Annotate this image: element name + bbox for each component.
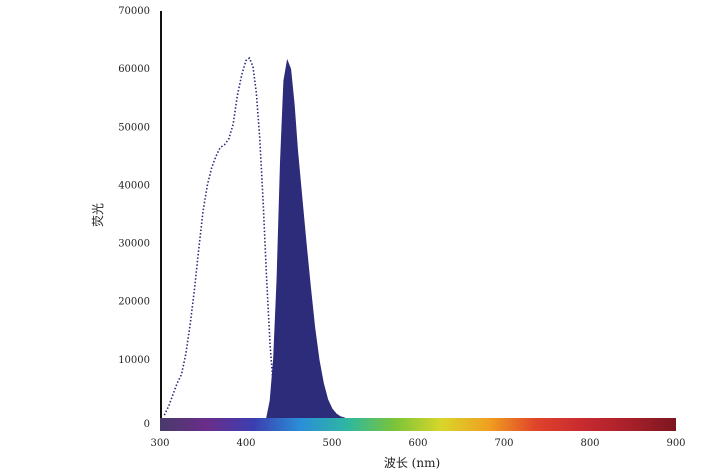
y-axis-label: 荧光 — [91, 203, 105, 227]
y-tick-label: 10000 — [118, 355, 150, 366]
y-tick-label: 40000 — [118, 180, 150, 191]
emission-series-area — [266, 58, 346, 419]
x-tick-label: 900 — [666, 438, 685, 449]
y-tick-label: 0 — [144, 419, 150, 430]
x-tick-label: 500 — [322, 438, 341, 449]
y-tick-label: 30000 — [118, 239, 150, 250]
y-tick-label: 70000 — [118, 6, 150, 17]
x-tick-label: 700 — [494, 438, 513, 449]
spectrum-color-bar — [160, 418, 676, 431]
y-tick-label: 60000 — [118, 64, 150, 75]
y-axis-ticks: 0 10000 20000 30000 40000 50000 60000 70000 — [118, 6, 150, 430]
x-axis-label: 波长 (nm) — [384, 456, 440, 470]
excitation-series-line — [163, 56, 285, 419]
y-tick-label: 20000 — [118, 297, 150, 308]
x-tick-label: 300 — [150, 438, 169, 449]
x-tick-label: 600 — [408, 438, 427, 449]
plot-area — [163, 56, 346, 419]
x-axis-ticks: 300 400 500 600 700 800 900 — [150, 438, 685, 449]
y-tick-label: 50000 — [118, 122, 150, 133]
x-tick-label: 800 — [580, 438, 599, 449]
x-tick-label: 400 — [236, 438, 255, 449]
